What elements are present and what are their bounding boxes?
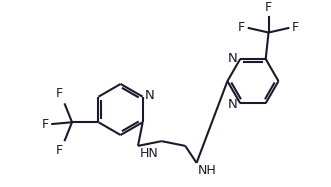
Text: F: F <box>41 118 48 131</box>
Text: F: F <box>238 21 245 34</box>
Text: NH: NH <box>198 164 216 177</box>
Text: N: N <box>228 98 237 111</box>
Text: F: F <box>55 144 63 157</box>
Text: F: F <box>265 1 272 14</box>
Text: N: N <box>145 89 154 102</box>
Text: F: F <box>292 21 299 34</box>
Text: F: F <box>55 88 63 100</box>
Text: HN: HN <box>140 147 159 160</box>
Text: N: N <box>228 52 237 65</box>
